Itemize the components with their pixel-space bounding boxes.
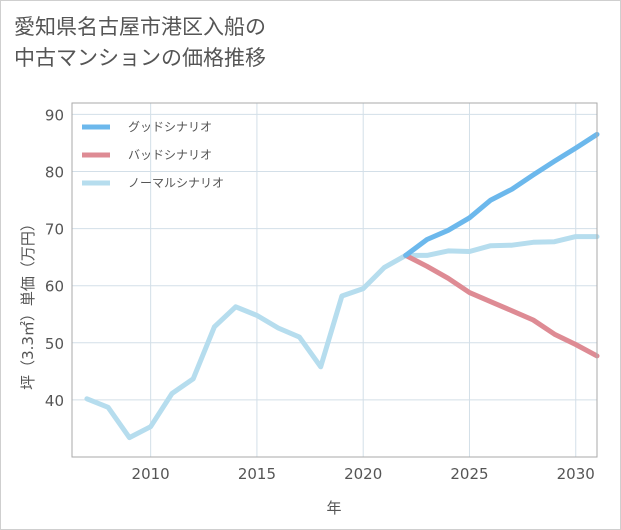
legend-label-bad: バッドシナリオ — [128, 148, 212, 162]
x-axis-title: 年 — [326, 499, 341, 517]
y-tick-label-40: 40 — [45, 392, 64, 410]
legend-label-normal: ノーマルシナリオ — [128, 176, 224, 190]
tick-labels: 2010 2015 2020 2025 2030 40 50 60 70 80 90 — [45, 106, 595, 483]
grid — [72, 103, 597, 457]
y-tick-label-80: 80 — [45, 164, 64, 182]
y-tick-label-50: 50 — [45, 335, 64, 353]
y-tick-label-70: 70 — [45, 221, 64, 239]
x-tick-label-2015: 2015 — [238, 465, 276, 483]
x-tick-label-2010: 2010 — [132, 465, 170, 483]
y-axis-title: 坪（3.3㎡）単価（万円） — [19, 216, 37, 390]
series-lines — [84, 131, 600, 441]
chart-title-line-1: 愛知県名古屋市港区入船の — [14, 15, 266, 39]
y-tick-label-60: 60 — [45, 278, 64, 296]
y-tick-label-90: 90 — [45, 106, 64, 124]
x-tick-label-2030: 2030 — [557, 465, 595, 483]
x-tick-label-2020: 2020 — [344, 465, 382, 483]
legend-label-good: グッドシナリオ — [128, 120, 212, 134]
chart-title: 愛知県名古屋市港区入船の 中古マンションの価格推移 — [14, 12, 266, 74]
series-line-bad — [403, 252, 600, 359]
chart-title-line-2: 中古マンションの価格推移 — [14, 46, 266, 70]
series-line-good — [403, 131, 600, 258]
legend: グッドシナリオ バッドシナリオ ノーマルシナリオ — [82, 120, 224, 190]
x-tick-label-2025: 2025 — [450, 465, 488, 483]
plot-border — [71, 102, 598, 458]
series-line-normal — [84, 234, 600, 441]
